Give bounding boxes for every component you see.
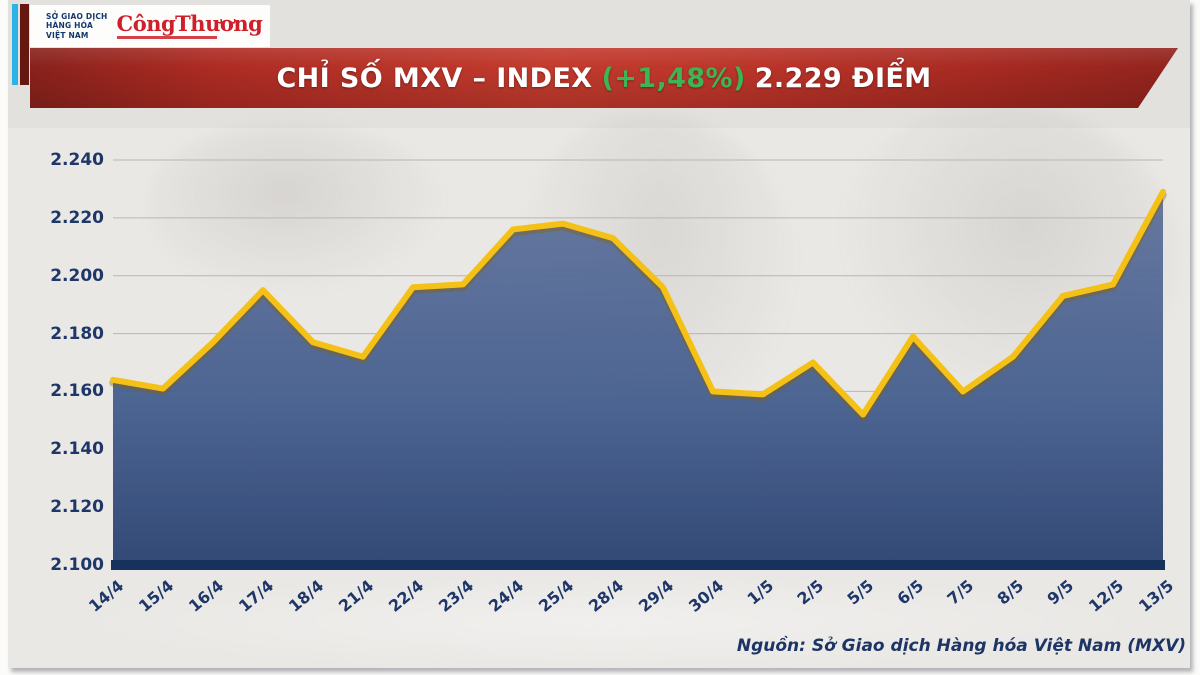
y-tick-label: 2.220 <box>50 207 104 228</box>
y-tick-label: 2.120 <box>50 497 104 518</box>
left-accent-maroon-bar <box>20 4 29 85</box>
mxv-logo-line: VIỆT NAM <box>46 30 89 40</box>
left-accent-cyan-bar <box>12 4 18 85</box>
congthuong-wordmark: CôngThương <box>116 11 263 37</box>
chart-title-prefix: CHỈ SỐ MXV – INDEX <box>276 62 593 94</box>
y-tick-label: 2.200 <box>50 265 104 286</box>
y-tick-label: 2.180 <box>50 323 104 344</box>
mxv-logo-text: SỞ GIAO DỊCH HÀNG HÓA VIỆT NAM <box>46 12 108 40</box>
source-credit: Nguồn: Sở Giao dịch Hàng hóa Việt Nam (M… <box>736 636 1186 656</box>
map-watermark <box>150 125 450 295</box>
y-tick-label: 2.240 <box>50 150 104 170</box>
y-tick-label: 2.160 <box>50 381 104 402</box>
mxv-logo-line: SỞ GIAO DỊCH <box>46 11 108 21</box>
y-tick-label: 2.140 <box>50 439 104 460</box>
title-banner: CHỈ SỐ MXV – INDEX (+1,48%) 2.229 ĐIỂM <box>30 48 1178 108</box>
congthuong-underline <box>116 36 217 39</box>
chart-title-points: 2.229 ĐIỂM <box>754 62 932 94</box>
mxv-logo-line: HÀNG HÓA <box>46 21 93 31</box>
y-axis: 2.240 2.220 2.200 2.180 2.160 2.140 2.120 2.100 <box>0 0 104 675</box>
congthuong-logo: CôngThương <box>116 11 263 39</box>
logo-box: SỞ GIAO DỊCH HÀNG HÓA VIỆT NAM CôngThươn… <box>30 5 270 47</box>
chart-title-change-percent: (+1,48%) <box>601 62 746 94</box>
mxv-index-area-chart <box>109 159 1167 570</box>
bottom-light-texture <box>60 575 1160 670</box>
y-tick-label: 2.100 <box>50 555 104 575</box>
chart-title: CHỈ SỐ MXV – INDEX (+1,48%) 2.229 ĐIỂM <box>276 63 931 94</box>
